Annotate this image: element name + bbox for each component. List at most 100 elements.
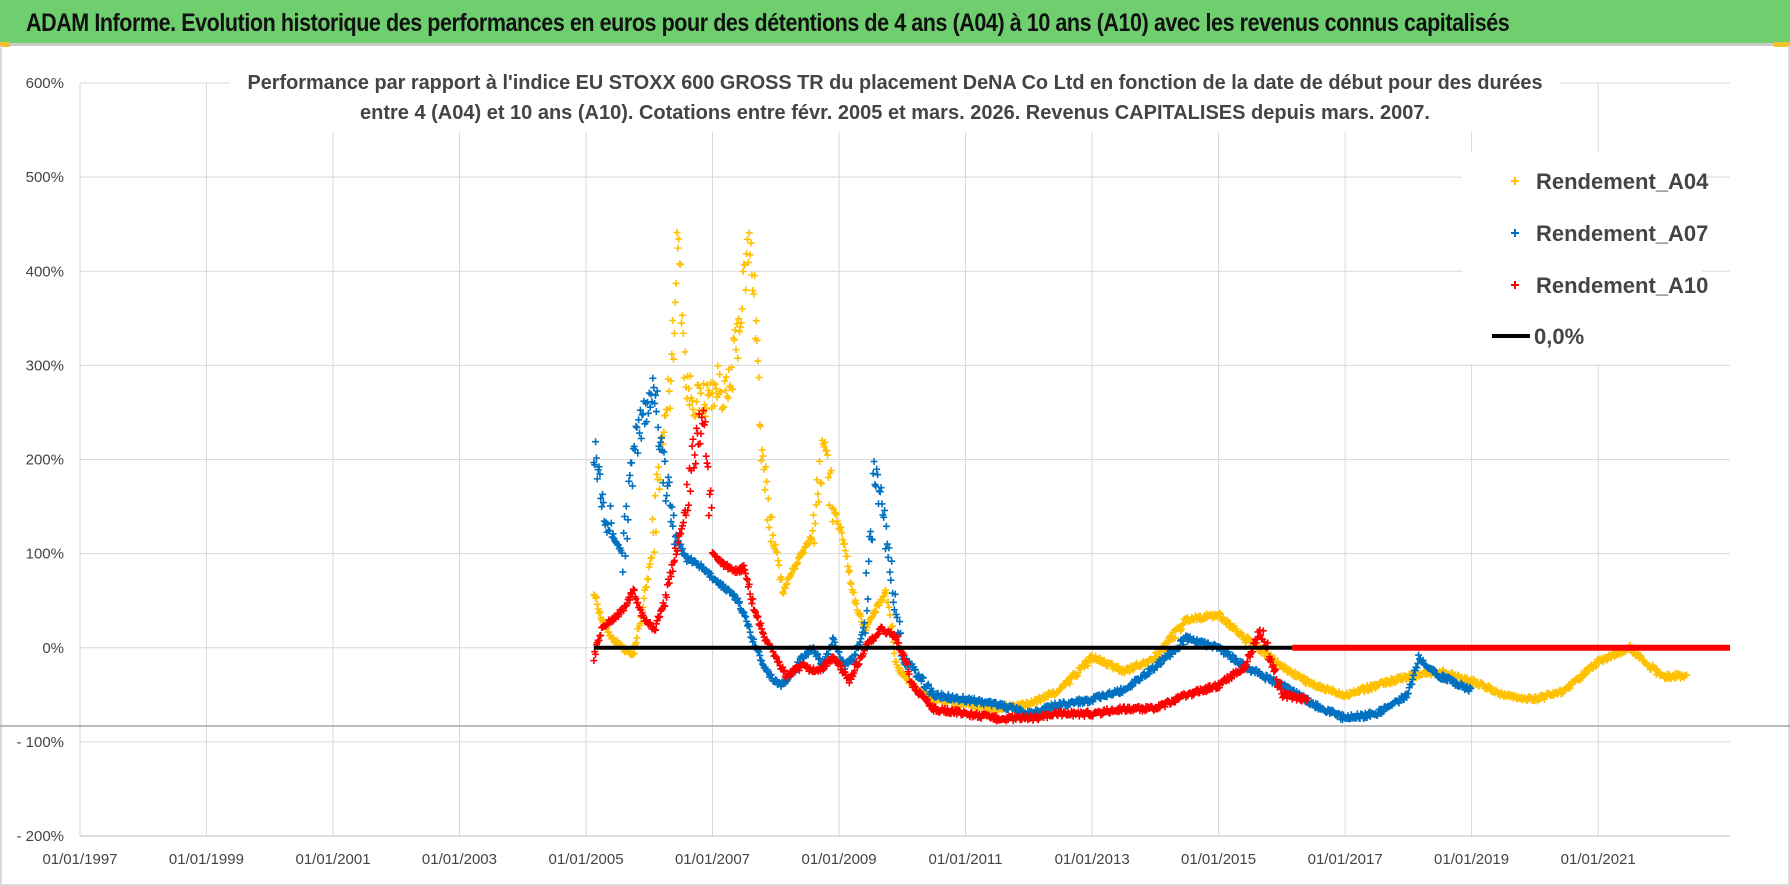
- data-point: [795, 554, 803, 562]
- data-point: [992, 712, 1000, 720]
- data-point: [607, 519, 615, 527]
- data-point: [780, 668, 788, 676]
- data-point: [659, 479, 667, 487]
- data-point: [640, 594, 648, 602]
- data-point: [882, 545, 890, 553]
- data-point: [1269, 661, 1277, 669]
- data-point: [854, 661, 862, 669]
- data-point: [1211, 680, 1219, 688]
- data-point: [737, 319, 745, 327]
- data-point: [793, 560, 801, 568]
- data-point: [716, 370, 724, 378]
- data-point: [847, 580, 855, 588]
- data-point: [1281, 663, 1289, 671]
- data-point: [767, 671, 775, 679]
- data-point: [597, 631, 605, 639]
- data-point: [1232, 655, 1240, 663]
- data-point: [1100, 656, 1108, 664]
- data-point: [893, 613, 901, 621]
- data-point: [1084, 662, 1092, 670]
- data-point: [1215, 684, 1223, 692]
- y-tick-label: 300%: [26, 357, 64, 374]
- data-point: [724, 394, 732, 402]
- data-point: [634, 449, 642, 457]
- data-point: [753, 337, 761, 345]
- data-point: [779, 588, 787, 596]
- data-point: [1404, 689, 1412, 697]
- data-point: [1229, 651, 1237, 659]
- data-point: [889, 598, 897, 606]
- chart-legend: Rendement_A04 Rendement_A07 Rendement_A10 0…: [1462, 152, 1709, 364]
- data-point: [823, 446, 831, 454]
- data-point: [731, 326, 739, 334]
- data-point: [626, 471, 634, 479]
- data-point: [689, 405, 697, 413]
- data-point: [591, 461, 599, 469]
- data-point: [781, 584, 789, 592]
- data-point: [669, 567, 677, 575]
- data-point: [692, 460, 700, 468]
- data-point: [671, 556, 679, 564]
- data-point: [856, 638, 864, 646]
- data-point: [649, 374, 657, 382]
- data-point: [593, 475, 601, 483]
- chart-title-line: Performance par rapport à l'indice EU ST…: [248, 72, 1543, 94]
- data-point: [683, 395, 691, 403]
- data-point: [735, 315, 743, 323]
- data-point: [884, 553, 892, 561]
- data-point: [763, 478, 771, 486]
- data-point: [730, 591, 738, 599]
- data-point: [667, 518, 675, 526]
- data-point: [736, 328, 744, 336]
- data-point: [676, 529, 684, 537]
- data-point: [738, 305, 746, 313]
- data-point: [665, 579, 673, 587]
- data-point: [710, 402, 718, 410]
- data-point: [759, 630, 767, 638]
- data-point: [628, 482, 636, 490]
- data-point: [880, 592, 888, 600]
- data-point: [708, 504, 716, 512]
- x-tick-label: 01/01/2015: [1181, 851, 1256, 868]
- data-point: [740, 562, 748, 570]
- data-point: [670, 355, 678, 363]
- data-point: [885, 603, 893, 611]
- data-point: [1566, 685, 1574, 693]
- data-point: [652, 620, 660, 628]
- data-point: [817, 480, 825, 488]
- data-point: [673, 547, 681, 555]
- data-point: [696, 440, 704, 448]
- data-point: [794, 559, 802, 567]
- data-point: [661, 602, 669, 610]
- data-point: [1415, 651, 1423, 659]
- report-banner: ADAM Informe. Evolution historique des p…: [0, 0, 1790, 46]
- data-point: [700, 401, 708, 409]
- data-point: [657, 434, 665, 442]
- data-point: [637, 434, 645, 442]
- data-point: [1243, 658, 1251, 666]
- data-point: [756, 421, 764, 429]
- data-point: [1683, 671, 1691, 679]
- data-point: [924, 696, 932, 704]
- data-point: [838, 529, 846, 537]
- data-point: [808, 535, 816, 543]
- data-point: [767, 538, 775, 546]
- data-point: [804, 650, 812, 658]
- data-point: [740, 609, 748, 617]
- data-point: [692, 411, 700, 419]
- data-point: [1092, 652, 1100, 660]
- data-point: [754, 357, 762, 365]
- data-point: [660, 428, 668, 436]
- data-point: [874, 471, 882, 479]
- data-point: [1171, 634, 1179, 642]
- data-point: [743, 250, 751, 258]
- data-point: [670, 511, 678, 519]
- data-point: [703, 459, 711, 467]
- data-point: [650, 384, 658, 392]
- data-point: [750, 290, 758, 298]
- data-point: [644, 409, 652, 417]
- data-point: [859, 624, 867, 632]
- data-point: [614, 637, 622, 645]
- data-point: [699, 407, 707, 415]
- data-point: [845, 679, 853, 687]
